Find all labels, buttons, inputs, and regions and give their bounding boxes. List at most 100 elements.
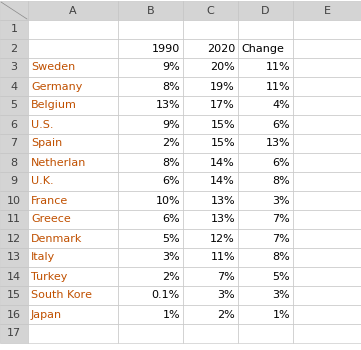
Bar	[183, 39, 238, 58]
Bar	[28, 58, 118, 77]
Bar	[28, 210, 118, 229]
Bar	[28, 191, 118, 210]
Text: 13%: 13%	[210, 196, 235, 205]
Bar	[28, 20, 118, 39]
Bar	[293, 324, 361, 343]
Bar	[28, 96, 118, 115]
Text: 3%: 3%	[217, 290, 235, 301]
Text: 14: 14	[7, 272, 21, 281]
Text: U.S.: U.S.	[31, 119, 53, 130]
Text: 1%: 1%	[162, 309, 180, 320]
Bar	[28, 77, 118, 96]
Text: 2%: 2%	[162, 272, 180, 281]
Text: 10: 10	[7, 196, 21, 205]
Bar	[0, 305, 28, 324]
Bar	[0, 96, 28, 115]
Bar	[238, 305, 293, 324]
Text: 8%: 8%	[272, 176, 290, 187]
Bar	[28, 229, 118, 248]
Bar	[183, 210, 238, 229]
Bar	[183, 153, 238, 172]
Text: 11: 11	[7, 215, 21, 224]
Bar	[28, 153, 118, 172]
Text: 3%: 3%	[162, 252, 180, 262]
Text: 1: 1	[10, 25, 17, 35]
Bar	[183, 58, 238, 77]
Bar	[28, 267, 118, 286]
Bar	[293, 172, 361, 191]
Bar	[28, 77, 118, 96]
Text: Spain: Spain	[31, 139, 62, 148]
Bar	[293, 305, 361, 324]
Bar	[293, 210, 361, 229]
Text: 2020: 2020	[207, 43, 235, 54]
Bar	[118, 286, 183, 305]
Text: B: B	[147, 6, 154, 15]
Bar	[118, 58, 183, 77]
Bar	[118, 39, 183, 58]
Bar	[28, 153, 118, 172]
Bar	[28, 286, 118, 305]
Text: Greece: Greece	[31, 215, 71, 224]
Text: 7: 7	[10, 139, 18, 148]
Text: 11%: 11%	[265, 63, 290, 72]
Text: 17%: 17%	[210, 100, 235, 111]
Text: Change: Change	[241, 43, 284, 54]
Bar	[28, 134, 118, 153]
Bar	[0, 229, 28, 248]
Text: 2: 2	[10, 43, 18, 54]
Bar	[183, 229, 238, 248]
Text: France: France	[31, 196, 68, 205]
Bar	[28, 134, 118, 153]
Bar	[183, 96, 238, 115]
Text: E: E	[323, 6, 331, 15]
Text: 19%: 19%	[210, 82, 235, 91]
Bar	[118, 115, 183, 134]
Bar	[238, 153, 293, 172]
Bar	[183, 1, 238, 20]
Bar	[28, 286, 118, 305]
Text: 16: 16	[7, 309, 21, 320]
Text: 13: 13	[7, 252, 21, 262]
Bar	[183, 191, 238, 210]
Text: 8%: 8%	[162, 82, 180, 91]
Bar	[183, 77, 238, 96]
Bar	[28, 229, 118, 248]
Text: 8%: 8%	[272, 252, 290, 262]
Text: U.K.: U.K.	[31, 176, 54, 187]
Text: 4: 4	[10, 82, 18, 91]
Text: Sweden: Sweden	[31, 63, 75, 72]
Bar	[28, 115, 118, 134]
Bar	[0, 248, 28, 267]
Text: C: C	[206, 6, 214, 15]
Bar	[0, 58, 28, 77]
Bar	[183, 305, 238, 324]
Bar	[28, 267, 118, 286]
Bar	[238, 115, 293, 134]
Text: 1990: 1990	[152, 43, 180, 54]
Bar	[293, 286, 361, 305]
Bar	[118, 229, 183, 248]
Bar	[0, 324, 28, 343]
Bar	[28, 248, 118, 267]
Bar	[118, 172, 183, 191]
Bar	[183, 286, 238, 305]
Bar	[293, 58, 361, 77]
Bar	[28, 305, 118, 324]
Bar	[238, 324, 293, 343]
Text: 9%: 9%	[162, 63, 180, 72]
Text: 13%: 13%	[210, 215, 235, 224]
Text: A: A	[69, 6, 77, 15]
Bar	[238, 210, 293, 229]
Bar	[238, 20, 293, 39]
Text: 7%: 7%	[272, 215, 290, 224]
Bar	[0, 77, 28, 96]
Bar	[183, 20, 238, 39]
Text: 6%: 6%	[273, 158, 290, 168]
Text: Denmark: Denmark	[31, 233, 82, 244]
Text: 8: 8	[10, 158, 18, 168]
Text: South Korе: South Korе	[31, 290, 92, 301]
Bar	[293, 96, 361, 115]
Bar	[0, 115, 28, 134]
Text: D: D	[261, 6, 270, 15]
